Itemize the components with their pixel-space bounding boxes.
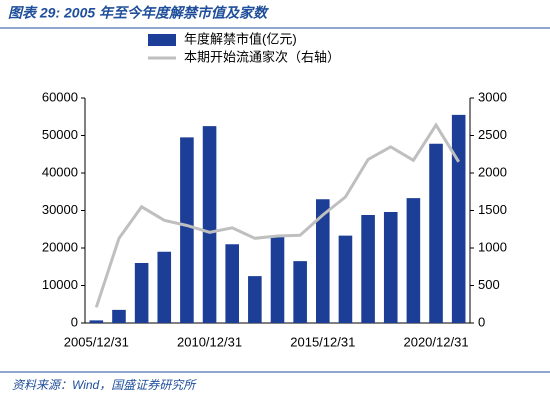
x-tick-label: 2005/12/31 [64,334,129,349]
bar [202,126,217,323]
bar [338,235,353,323]
bar [406,198,421,323]
y-tick-label: 20000 [42,239,78,254]
y-tick-label: 60000 [42,89,78,104]
bar [248,276,262,323]
source: 资料来源：Wind，国盛证券研究所 [12,378,197,392]
bar [316,199,330,323]
y-tick-label: 50000 [42,127,78,142]
y2-tick-label: 3000 [478,89,507,104]
bar [180,137,194,323]
x-tick-label: 2020/12/31 [403,334,468,349]
bar [293,261,307,323]
bar [134,263,149,323]
legend-label: 年度解禁市值(亿元) [184,31,297,46]
bar [429,143,443,323]
x-tick-label: 2010/12/31 [177,334,242,349]
bar [157,251,172,323]
bar [89,320,104,323]
bar [270,236,285,323]
bar [361,215,375,323]
bar [451,114,466,323]
x-tick-label: 2015/12/31 [290,334,355,349]
y-tick-label: 0 [71,314,78,329]
y2-tick-label: 2500 [478,127,507,142]
legend-label: 本期开始流通家次（右轴） [184,49,340,64]
y2-tick-label: 0 [478,314,485,329]
y2-tick-label: 500 [478,277,500,292]
y-tick-label: 10000 [42,277,78,292]
bar [383,212,398,323]
y-tick-label: 30000 [42,202,78,217]
y2-tick-label: 1000 [478,239,507,254]
y2-tick-label: 1500 [478,202,507,217]
y2-tick-label: 2000 [478,164,507,179]
bar [225,244,239,323]
legend-swatch [148,34,176,46]
bar [112,309,126,323]
line [94,122,460,308]
y-tick-label: 40000 [42,164,78,179]
chart-title: 图表 29: 2005 年至今年度解禁市值及家数 [8,5,269,21]
